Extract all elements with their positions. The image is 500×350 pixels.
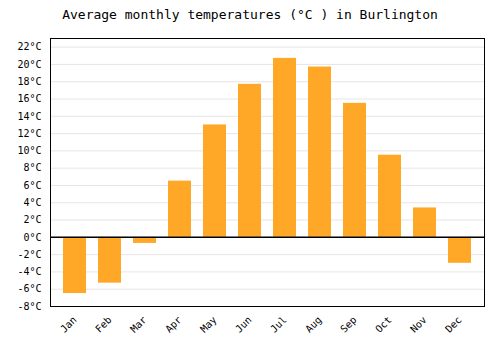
svg-text:-6°C: -6°C — [17, 283, 41, 294]
svg-text:16°C: 16°C — [17, 93, 41, 104]
svg-text:Sep: Sep — [338, 314, 359, 335]
svg-text:Nov: Nov — [408, 314, 429, 335]
svg-text:Jun: Jun — [233, 314, 254, 335]
svg-text:12°C: 12°C — [17, 128, 41, 139]
svg-text:Dec: Dec — [443, 314, 464, 335]
svg-text:6°C: 6°C — [23, 180, 41, 191]
svg-text:Jan: Jan — [58, 314, 79, 335]
svg-text:Jul: Jul — [268, 314, 289, 335]
svg-text:22°C: 22°C — [17, 41, 41, 52]
svg-text:-4°C: -4°C — [17, 266, 41, 277]
svg-text:Mar: Mar — [128, 314, 149, 335]
svg-text:Oct: Oct — [373, 314, 394, 335]
svg-text:0°C: 0°C — [23, 232, 41, 243]
svg-text:Apr: Apr — [163, 314, 184, 335]
svg-text:Aug: Aug — [303, 314, 324, 335]
svg-text:10°C: 10°C — [17, 145, 41, 156]
svg-text:14°C: 14°C — [17, 111, 41, 122]
svg-text:20°C: 20°C — [17, 59, 41, 70]
svg-text:8°C: 8°C — [23, 162, 41, 173]
svg-text:Feb: Feb — [93, 314, 114, 335]
svg-text:May: May — [198, 314, 219, 335]
svg-text:18°C: 18°C — [17, 76, 41, 87]
svg-text:-8°C: -8°C — [17, 301, 41, 312]
svg-text:2°C: 2°C — [23, 214, 41, 225]
html-text:Average monthly temperatures (: Average monthly temperatures (°C ) in Bu… — [62, 7, 438, 22]
svg-text:-2°C: -2°C — [17, 249, 41, 260]
svg-text:4°C: 4°C — [23, 197, 41, 208]
